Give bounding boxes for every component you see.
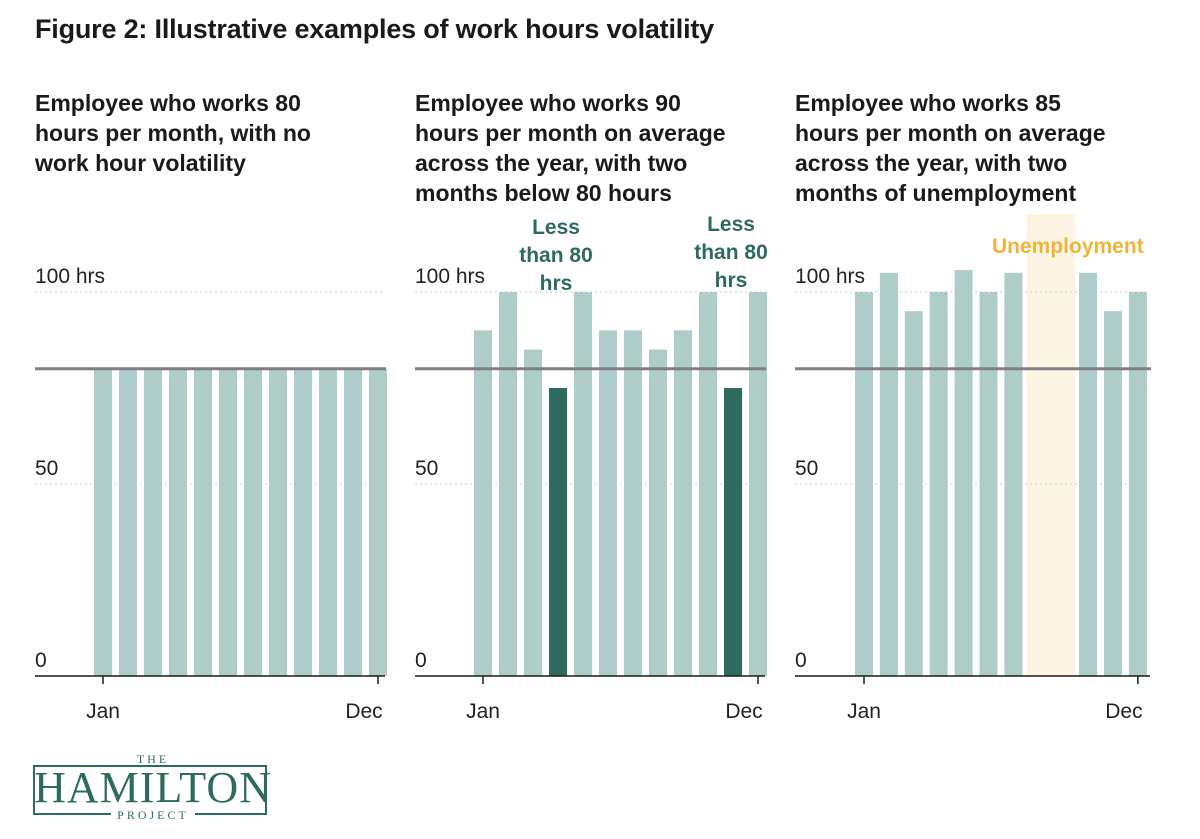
panel-1-x-tick-label: Jan bbox=[86, 700, 120, 723]
panel-2-bar bbox=[499, 292, 517, 676]
panel-3-title: Employee who works 85 hours per month on… bbox=[795, 88, 1155, 208]
panel-2-annotation-text: Less bbox=[532, 216, 580, 239]
panel-3-title-line: Employee who works 85 bbox=[795, 90, 1061, 116]
panel-3-y-tick-label: 50 bbox=[795, 457, 818, 480]
panel-2-title: Employee who works 90 hours per month on… bbox=[415, 88, 775, 208]
panel-3-bar bbox=[855, 292, 873, 676]
logo-the: THE bbox=[136, 752, 170, 766]
panel-3-bar bbox=[979, 292, 998, 676]
logo-project: PROJECT bbox=[33, 808, 273, 823]
panel-1-bar bbox=[194, 368, 212, 676]
panel-3-x-tick-label: Dec bbox=[1105, 700, 1142, 723]
panel-2-title-line: hours per month on average bbox=[415, 120, 726, 146]
panel-2-bar bbox=[599, 330, 617, 676]
panel-1-bar bbox=[94, 368, 112, 676]
panel-1-bar bbox=[219, 368, 237, 676]
panel-1-bar bbox=[344, 368, 362, 676]
panel-2-y-tick-label: 100 hrs bbox=[415, 265, 485, 288]
panel-2-bar bbox=[624, 330, 642, 676]
hamilton-project-logo: THE HAMILTON PROJECT bbox=[33, 752, 273, 830]
panel-2-bar bbox=[474, 330, 492, 676]
panel-3-bar bbox=[904, 311, 923, 676]
panel-2-title-line: months below 80 hours bbox=[415, 180, 672, 206]
panel-2-bar bbox=[649, 349, 667, 676]
panel-2-bar bbox=[749, 292, 767, 676]
panel-1-bar bbox=[269, 368, 287, 676]
panel-3-y-tick-label: 0 bbox=[795, 649, 807, 672]
panel-2-y-tick-label: 50 bbox=[415, 457, 438, 480]
panel-2-title-line: across the year, with two bbox=[415, 150, 688, 176]
panel-3-title-line: hours per month on average bbox=[795, 120, 1106, 146]
panel-2-annotation-text: than 80 bbox=[694, 241, 768, 264]
panel-2-x-tick-label: Jan bbox=[466, 700, 500, 723]
panel-1-title-line: work hour volatility bbox=[35, 150, 246, 176]
panel-3-x-tick-label: Jan bbox=[847, 700, 881, 723]
panel-1-bar bbox=[294, 368, 312, 676]
panel-3-y-tick-label: 100 hrs bbox=[795, 265, 865, 288]
panel-2-y-tick-label: 0 bbox=[415, 649, 427, 672]
panel-1-x-tick-label: Dec bbox=[345, 700, 382, 723]
panel-1-bar bbox=[119, 368, 137, 676]
logo-project-text: PROJECT bbox=[111, 808, 195, 822]
panel-1-y-tick-label: 0 bbox=[35, 649, 47, 672]
panel-2-bar bbox=[674, 330, 692, 676]
panel-1-bar bbox=[144, 368, 162, 676]
panel-2-bar bbox=[549, 388, 567, 676]
panel-2-annotation-text: hrs bbox=[540, 272, 573, 295]
panel-1-bar bbox=[319, 368, 337, 676]
panel-3-bar bbox=[1128, 292, 1147, 676]
panel-3-bar bbox=[1004, 272, 1023, 676]
panel-2-bar bbox=[574, 292, 592, 676]
charts-canvas: 100 hrs 50 0 Jan Dec 100 hrs 50 0 Jan Dec Less than… bbox=[35, 213, 1151, 723]
figure-title: Figure 2: Illustrative examples of work … bbox=[35, 14, 714, 44]
panel-2-annotation-text: than 80 bbox=[519, 244, 593, 267]
panel-3-bar bbox=[954, 270, 973, 676]
panel-3-bar bbox=[1104, 311, 1122, 676]
panel-3-bar bbox=[929, 292, 948, 676]
panel-2-bar bbox=[699, 292, 717, 676]
panel-2-bar bbox=[724, 388, 742, 676]
panel-3-title-line: across the year, with two bbox=[795, 150, 1068, 176]
panel-1-title-line: hours per month, with no bbox=[35, 120, 311, 146]
panel-2-annotation-text: Less bbox=[707, 213, 755, 236]
panel-2-x-tick-label: Dec bbox=[725, 700, 762, 723]
panel-3-title-line: months of unemployment bbox=[795, 180, 1077, 206]
panel-1-y-tick-label: 100 hrs bbox=[35, 265, 105, 288]
panel-2-title-line: Employee who works 90 bbox=[415, 90, 681, 116]
panel-1-bar bbox=[169, 368, 187, 676]
panel-1-title-line: Employee who works 80 bbox=[35, 90, 301, 116]
panel-1-bar bbox=[369, 368, 387, 676]
panel-3-bar bbox=[1079, 272, 1098, 676]
panel-1-y-tick-label: 50 bbox=[35, 457, 58, 480]
panel-2-bar bbox=[524, 349, 542, 676]
panel-3-unemployment-label: Unemployment bbox=[992, 235, 1144, 258]
panel-1-title: Employee who works 80 hours per month, w… bbox=[35, 88, 395, 178]
logo-name: HAMILTON bbox=[34, 763, 272, 812]
panel-3-bar bbox=[879, 272, 898, 676]
panel-3-unemployment-band bbox=[1026, 214, 1076, 676]
panel-1-bar bbox=[244, 368, 262, 676]
panel-2-annotation-text: hrs bbox=[715, 269, 748, 292]
